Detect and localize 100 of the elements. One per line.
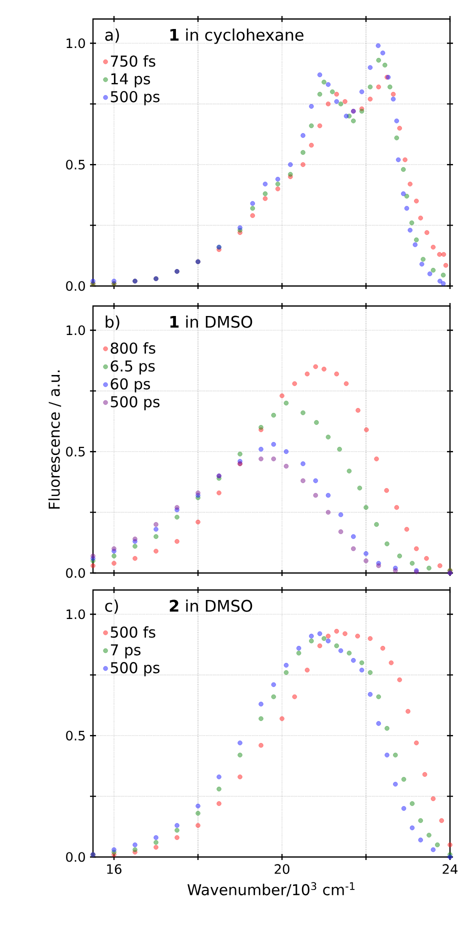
point: [408, 182, 412, 186]
point: [440, 281, 446, 286]
x-axis-title: Wavenumber/10$^{3}$ cm$^{-1}$: [187, 882, 354, 897]
point: [330, 89, 335, 94]
point: [338, 648, 344, 654]
point: [337, 446, 342, 452]
point: [447, 842, 452, 848]
point: [427, 271, 432, 276]
point: [296, 650, 302, 656]
point: [430, 268, 436, 273]
point: [284, 464, 288, 469]
point: [397, 554, 402, 558]
point: [292, 694, 297, 700]
point: [409, 220, 414, 226]
point: [344, 114, 349, 118]
point: [410, 560, 414, 566]
point: [443, 262, 448, 268]
point: [338, 102, 344, 106]
point: [368, 84, 372, 90]
point: [434, 842, 440, 848]
point: [321, 366, 326, 372]
point: [368, 692, 372, 697]
point: [334, 628, 339, 634]
point: [262, 191, 268, 196]
point: [300, 410, 306, 416]
point: [292, 381, 297, 386]
y-tick-label: 1.0: [66, 609, 85, 620]
point: [237, 452, 242, 456]
point: [308, 638, 314, 644]
point: [174, 505, 180, 510]
point: [317, 92, 322, 97]
point: [380, 646, 386, 651]
point: [308, 104, 314, 109]
point: [410, 801, 414, 806]
x-tick-label: 20: [274, 864, 290, 874]
point: [418, 818, 423, 823]
x-tick-label: 16: [107, 864, 122, 874]
point: [359, 108, 364, 114]
point: [357, 486, 362, 490]
point: [424, 230, 430, 235]
annotation: a): [105, 28, 119, 43]
point: [153, 835, 158, 840]
annotation: c): [105, 600, 118, 614]
point: [308, 634, 314, 639]
point: [350, 534, 356, 539]
point: [392, 782, 398, 787]
point: [440, 272, 446, 278]
point: [404, 526, 410, 532]
point: [313, 364, 318, 370]
point: [414, 237, 419, 242]
point: [288, 172, 293, 177]
point: [346, 650, 352, 656]
point: [313, 492, 318, 498]
point: [174, 514, 180, 520]
point: [376, 84, 381, 90]
y-tick-label: 1.0: [66, 38, 85, 48]
point: [174, 539, 180, 544]
point: [153, 844, 158, 850]
point: [132, 544, 138, 549]
point: [258, 456, 264, 462]
legend-label: 60 ps: [110, 378, 150, 392]
point: [111, 278, 116, 284]
point: [401, 776, 406, 782]
point: [275, 176, 280, 182]
point: [300, 461, 306, 466]
point: [271, 442, 276, 447]
point: [437, 278, 442, 284]
point: [376, 694, 381, 700]
point: [382, 62, 388, 68]
point: [439, 818, 444, 823]
point: [153, 522, 158, 527]
point: [397, 126, 402, 131]
point: [344, 381, 349, 386]
y-tick-label: 0.0: [66, 568, 85, 578]
point: [334, 643, 339, 648]
point: [279, 393, 284, 398]
point: [258, 424, 264, 430]
point: [404, 194, 410, 199]
point: [314, 420, 319, 425]
point: [441, 252, 446, 257]
point: [400, 167, 406, 172]
point: [111, 546, 116, 552]
point: [338, 512, 344, 518]
point: [284, 662, 288, 668]
point: [418, 838, 423, 842]
point: [326, 510, 330, 515]
point: [388, 660, 394, 666]
point: [355, 634, 360, 639]
point: [384, 488, 389, 493]
point: [321, 80, 326, 84]
point: [326, 638, 330, 644]
point: [153, 840, 158, 845]
point: [359, 668, 364, 672]
point: [258, 446, 264, 452]
point: [342, 631, 348, 636]
legend-label: 500 ps: [110, 91, 160, 106]
point: [275, 186, 280, 192]
point: [317, 631, 322, 636]
point: [390, 92, 396, 97]
point: [359, 89, 364, 94]
